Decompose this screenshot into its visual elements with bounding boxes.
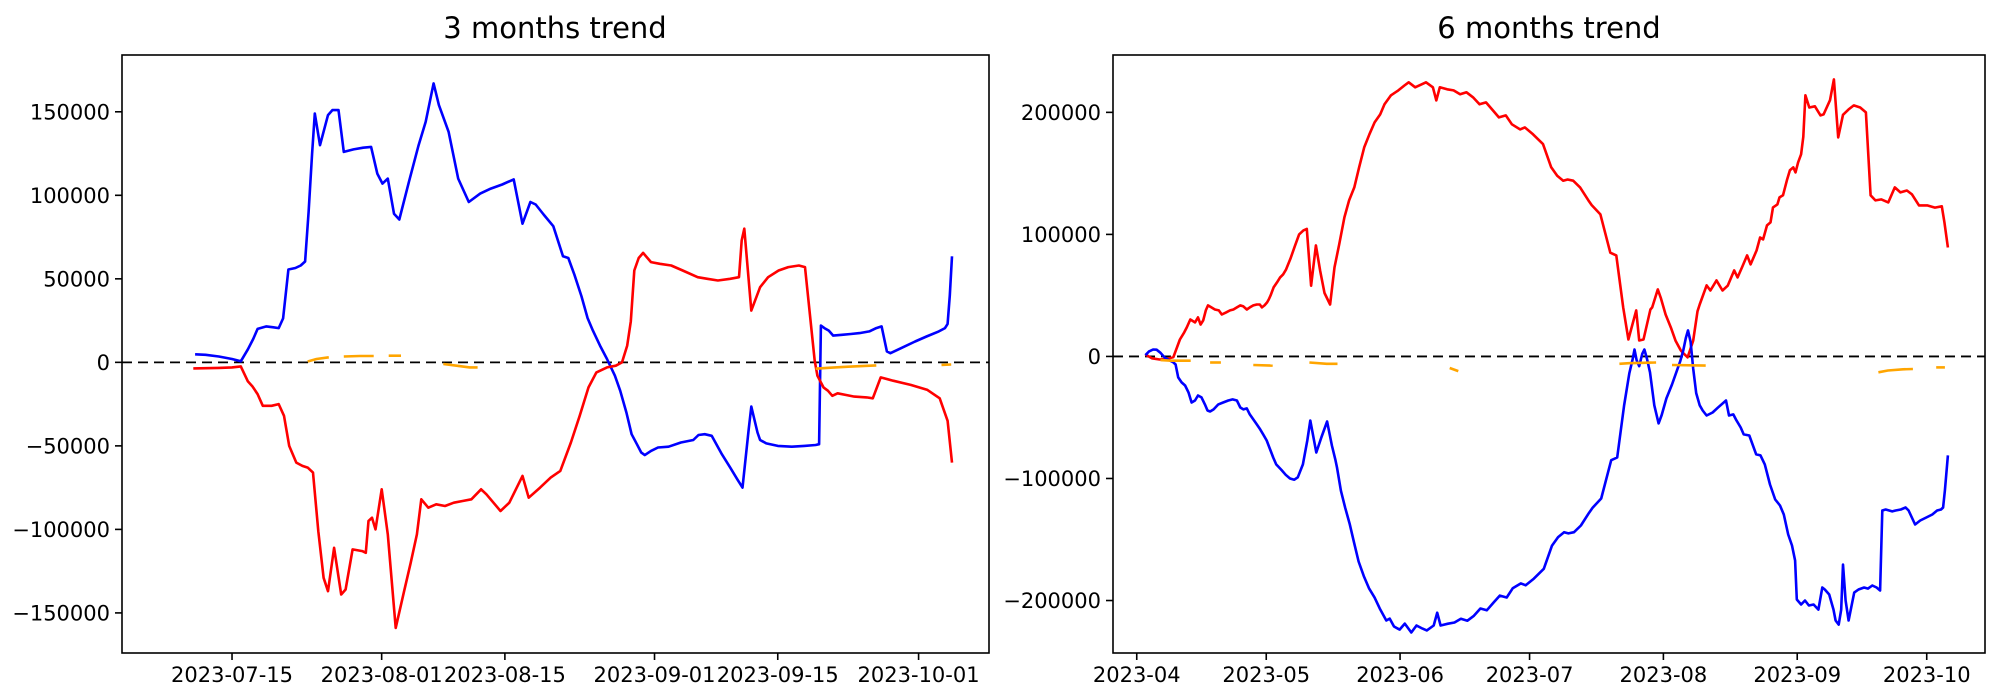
y-tick-label: −100000 — [1003, 467, 1101, 491]
x-tick-label: 2023-10-01 — [858, 663, 980, 687]
series-red-line — [193, 227, 954, 630]
x-tick-label: 2023-04 — [1093, 663, 1181, 687]
chart-title-3-months: 3 months trend — [443, 11, 666, 45]
y-tick-label: −50000 — [26, 434, 110, 458]
x-tick-label: 2023-06 — [1356, 663, 1444, 687]
series-orange-line — [443, 362, 478, 369]
plot-area-6-months: 2023-04 2023-05 2023-06 2023-07 2023-08 2023-… — [1003, 54, 1986, 687]
series-orange-line — [1253, 363, 1273, 367]
plot-area-3-months: 2023-07-15 2023-08-01 2023-08-15 2023-09-01… — [12, 54, 990, 687]
plot-frame — [1112, 54, 1986, 654]
series-red-line — [1144, 78, 1950, 361]
series-orange-line — [1671, 363, 1706, 367]
y-tick-label: −200000 — [1003, 589, 1101, 613]
x-tick-label: 2023-09-01 — [593, 663, 715, 687]
series-orange-line — [1160, 358, 1191, 363]
x-tick-label: 2023-05 — [1222, 663, 1310, 687]
y-tick-label: 100000 — [1021, 223, 1101, 247]
series-blue-line — [195, 82, 954, 489]
y-tick-label: 200000 — [1021, 101, 1101, 125]
series-orange-line — [1619, 361, 1657, 366]
x-tick-label: 2023-08-01 — [321, 663, 443, 687]
x-tick-label: 2023-08-15 — [444, 663, 566, 687]
series-blue-line — [1144, 329, 1950, 634]
x-tick-label: 2023-07 — [1486, 663, 1574, 687]
series-orange-line — [1309, 361, 1338, 366]
y-tick-label: 100000 — [30, 184, 110, 208]
x-tick-label: 2023-10 — [1883, 663, 1971, 687]
series-orange-line — [815, 364, 877, 370]
x-tick-label: 2023-09-15 — [717, 663, 839, 687]
series-orange-line — [1449, 366, 1459, 373]
y-tick-label: 0 — [97, 351, 110, 375]
y-tick-label: −100000 — [12, 518, 110, 542]
y-tick-label: 50000 — [43, 267, 110, 291]
x-tick-label: 2023-08 — [1620, 663, 1708, 687]
series-orange-line — [1878, 367, 1913, 374]
x-tick-label: 2023-09 — [1753, 663, 1841, 687]
plot-frame — [121, 54, 990, 654]
x-tick-label: 2023-07-15 — [171, 663, 293, 687]
chart-title-6-months: 6 months trend — [1437, 11, 1660, 45]
series-orange-line — [343, 354, 374, 358]
chart-3-months-trend: 2023-07-15 2023-08-01 2023-08-15 2023-09-01… — [12, 11, 990, 687]
chart-6-months-trend: 2023-04 2023-05 2023-06 2023-07 2023-08 2023-… — [1003, 11, 1986, 687]
y-tick-label: 150000 — [30, 100, 110, 124]
series-orange-line — [307, 356, 329, 363]
y-tick-label: 0 — [1088, 345, 1101, 369]
y-tick-label: −150000 — [12, 601, 110, 625]
